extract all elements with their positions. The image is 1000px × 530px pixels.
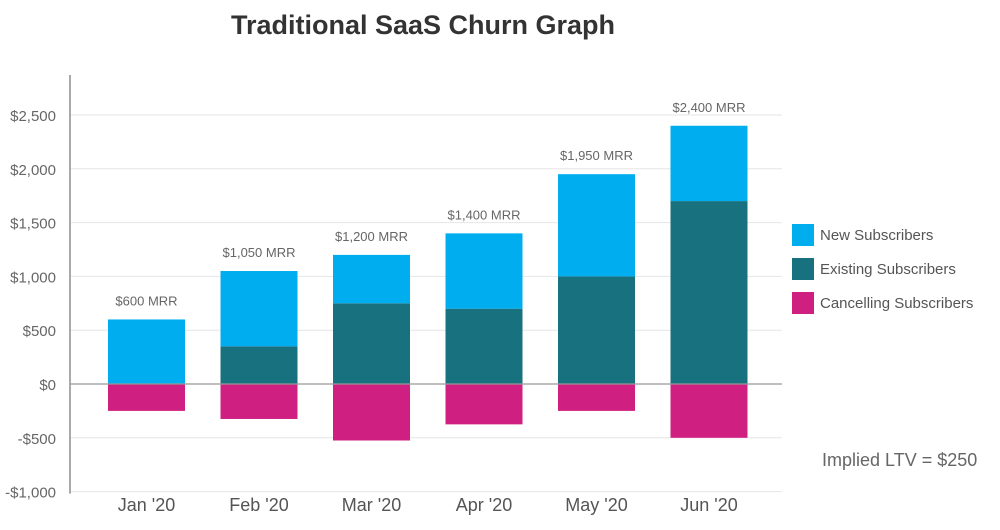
bar-cancelling bbox=[670, 384, 748, 438]
data-label: $1,200 MRR bbox=[335, 229, 408, 244]
bar-new bbox=[333, 254, 410, 304]
bar-existing bbox=[558, 276, 635, 384]
legend-item-cancelling: Cancelling Subscribers bbox=[792, 292, 973, 314]
legend-item-new: New Subscribers bbox=[792, 224, 933, 246]
x-tick-label: Mar '20 bbox=[342, 495, 401, 515]
x-tick-label: Apr '20 bbox=[456, 495, 512, 515]
bar-existing bbox=[333, 303, 410, 384]
data-label: $1,950 MRR bbox=[560, 148, 633, 163]
y-tick-label: $1,000 bbox=[10, 269, 56, 286]
y-tick-label: $1,500 bbox=[10, 216, 56, 233]
bar-new bbox=[558, 174, 635, 277]
bar-cancelling bbox=[445, 384, 523, 425]
y-tick-label: $2,500 bbox=[10, 108, 56, 125]
bar-existing bbox=[220, 346, 298, 384]
legend-label: New Subscribers bbox=[820, 226, 934, 244]
data-label: $1,400 MRR bbox=[448, 207, 521, 222]
bar-new bbox=[220, 271, 298, 347]
legend-item-existing: Existing Subscribers bbox=[792, 258, 956, 280]
y-tick-label: $0 bbox=[39, 377, 56, 394]
ltv-annotation: Implied LTV = $250 bbox=[822, 450, 978, 470]
bar-existing bbox=[670, 201, 748, 384]
bar-existing bbox=[445, 308, 523, 384]
y-tick-label: -$1,000 bbox=[5, 485, 56, 502]
y-tick-label: $2,000 bbox=[10, 162, 56, 179]
legend-swatch bbox=[792, 292, 814, 314]
data-label: $1,050 MRR bbox=[223, 245, 296, 260]
legend-label: Cancelling Subscribers bbox=[820, 294, 974, 312]
chart-title: Traditional SaaS Churn Graph bbox=[230, 10, 616, 40]
legend-swatch bbox=[792, 224, 814, 246]
bar-cancelling bbox=[220, 384, 298, 419]
bar-new bbox=[445, 233, 523, 309]
x-tick-label: Jan '20 bbox=[118, 495, 175, 515]
x-tick-label: May '20 bbox=[565, 495, 627, 515]
y-tick-label: -$500 bbox=[18, 431, 56, 448]
bar-cancelling bbox=[558, 384, 635, 411]
legend-label: Existing Subscribers bbox=[820, 260, 956, 278]
bar-cancelling bbox=[108, 384, 185, 411]
bar-cancelling bbox=[333, 384, 410, 441]
bar-new bbox=[670, 125, 748, 202]
y-tick-label: $500 bbox=[23, 323, 56, 340]
data-label: $2,400 MRR bbox=[673, 100, 746, 115]
data-label: $600 MRR bbox=[115, 293, 177, 308]
x-tick-label: Feb '20 bbox=[229, 495, 288, 515]
legend-swatch bbox=[792, 258, 814, 280]
bar-new bbox=[108, 319, 185, 384]
x-tick-label: Jun '20 bbox=[680, 495, 737, 515]
